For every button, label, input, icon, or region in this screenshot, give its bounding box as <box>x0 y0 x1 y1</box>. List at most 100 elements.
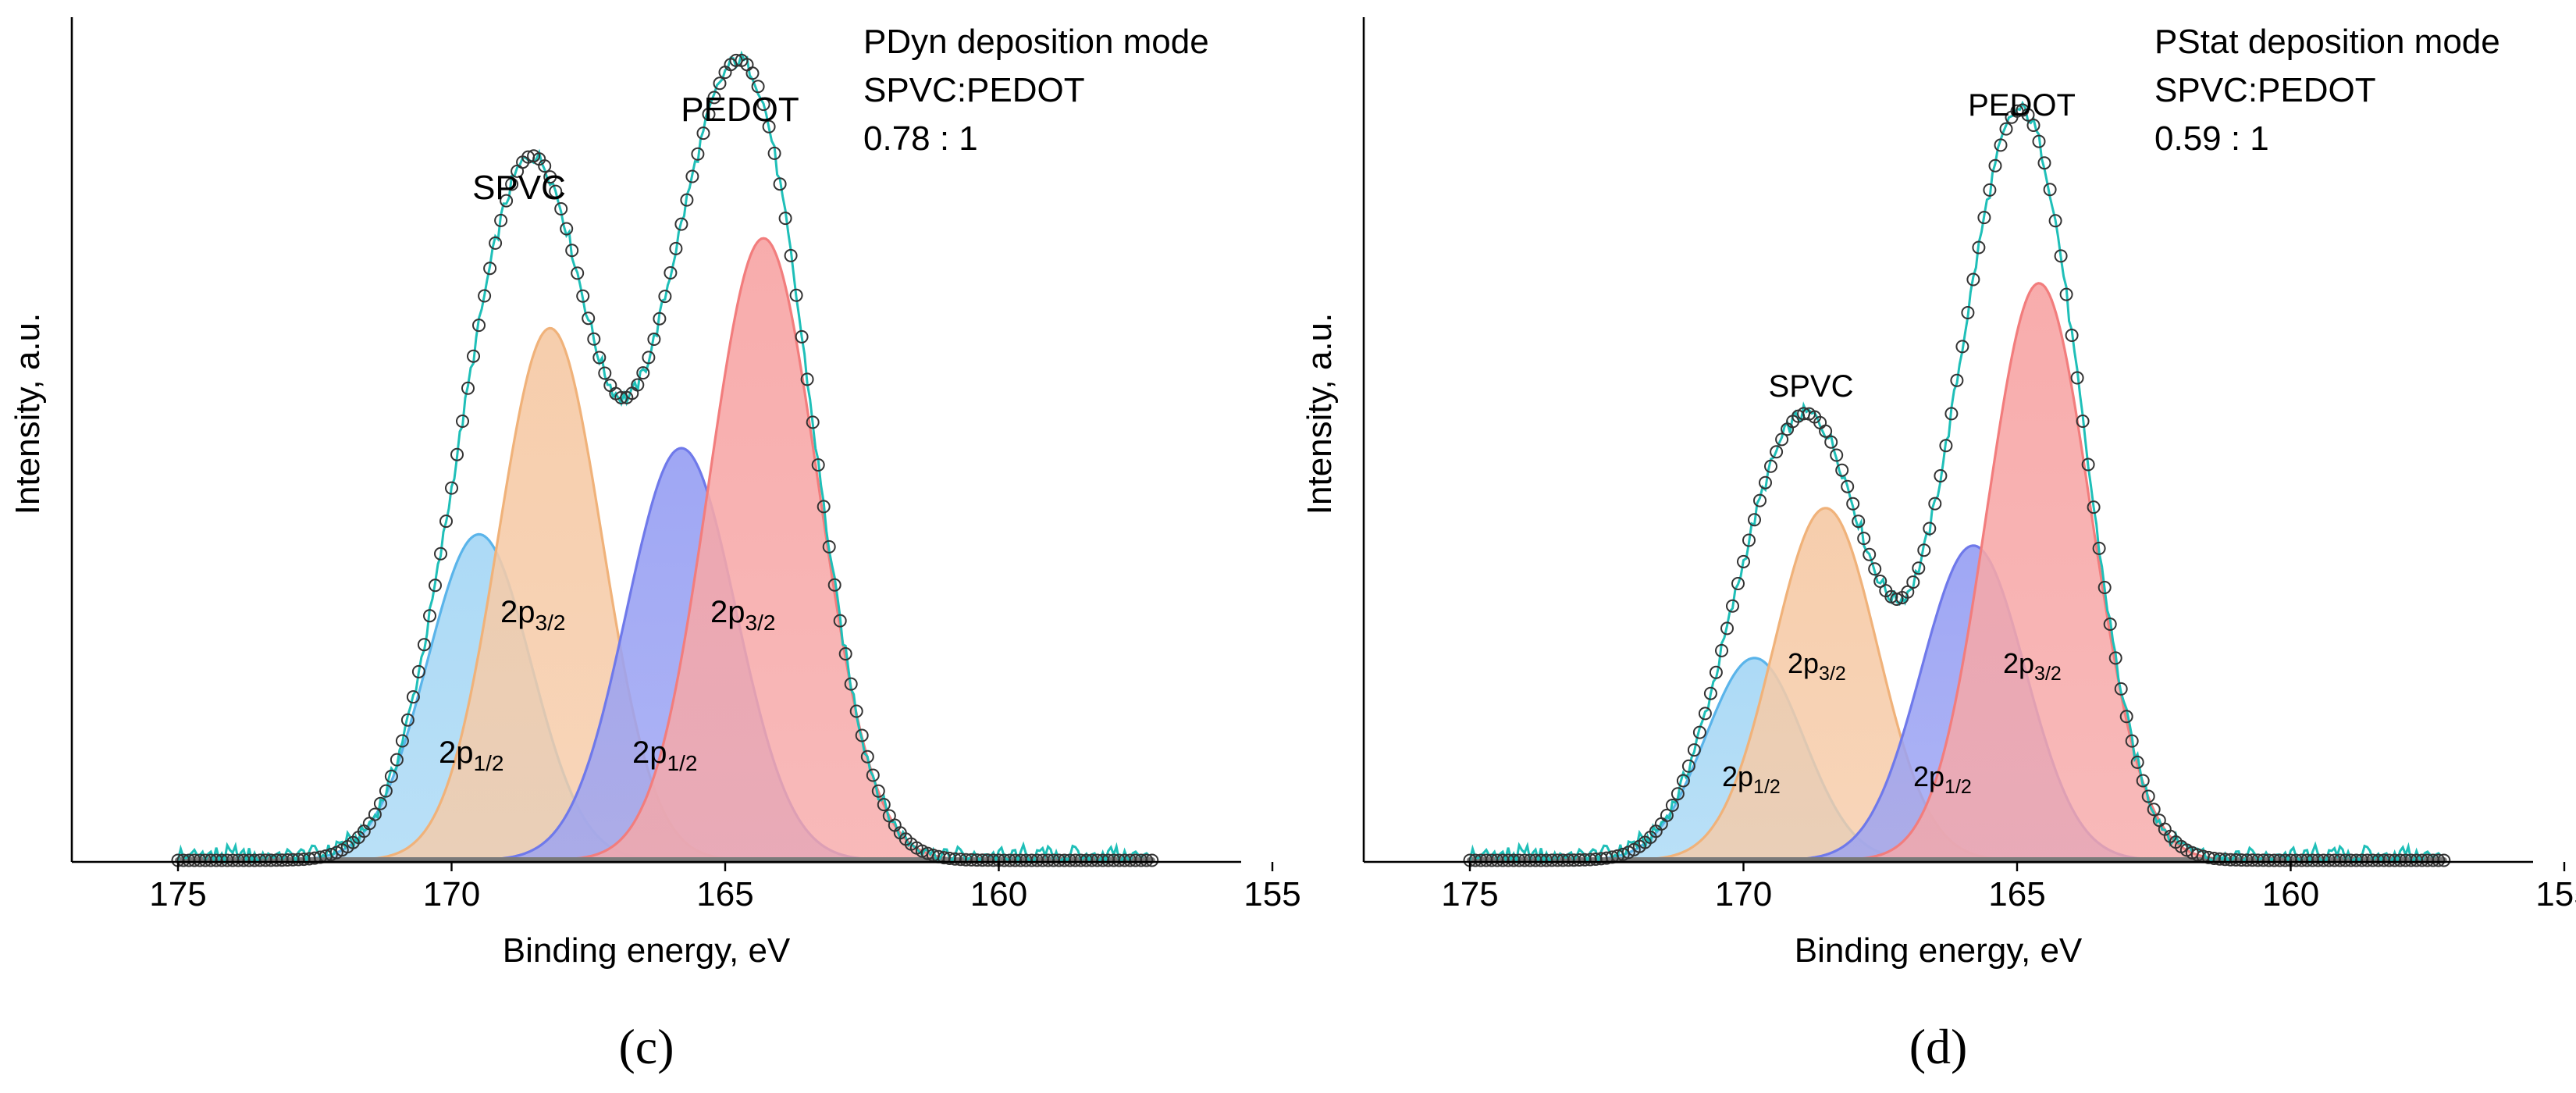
panel-d-mode-text: PStat deposition mode <box>2154 23 2500 61</box>
panel-c-fit-point <box>560 222 574 236</box>
svg-text:2p3/2: 2p3/2 <box>2003 647 2062 685</box>
panel-d-fit-point <box>1994 138 2008 152</box>
panel-c-spvc-2p1-2-label: 2p1/2 <box>439 735 503 775</box>
panel-d-pedot-label: PEDOT <box>1968 88 2076 123</box>
panel-c-fit-point <box>658 290 672 304</box>
panel-c-fit-point <box>669 241 683 255</box>
panel-d-pedot-2p3-2-peak <box>1799 282 2279 862</box>
panel-d-fit-point <box>1999 122 2013 136</box>
panel-d-fit-point <box>2108 651 2122 665</box>
panel-c-fit-point <box>767 146 781 160</box>
panel-c-fit-point <box>576 289 590 303</box>
panel-d-fit-point <box>2070 371 2084 385</box>
panel-d-fit-point <box>2114 682 2128 696</box>
panel-d-fit-point <box>2147 803 2161 817</box>
panel-d-fit-point <box>1753 493 1767 507</box>
panel-c-ratio-value: 0.78 : 1 <box>863 119 978 158</box>
panel-c-fit-point <box>817 500 831 514</box>
panel-c-fit-point <box>871 784 885 798</box>
panel-d-marks <box>1463 103 2451 867</box>
panel-c-fit-point <box>423 609 436 623</box>
panel-d-fit-point <box>1692 725 1706 739</box>
panel-d-pedot-2p3-2-label: 2p3/2 <box>2003 647 2062 685</box>
panel-d-fit-point <box>1819 424 1833 438</box>
panel-d-fit-point <box>2136 774 2150 788</box>
panel-d-fit-point <box>1901 585 1915 599</box>
panel-c-fit-point <box>587 332 601 346</box>
panel-d-fit-point <box>1966 272 1980 287</box>
panel-d-fit-point <box>2032 134 2046 148</box>
panel-d-fit-point <box>2043 183 2057 197</box>
panel-d-curves <box>1467 100 2447 865</box>
panel-d-pedot-2p1-2-label: 2p1/2 <box>1913 760 1972 798</box>
panel-c-ticks: 175 170 165 160 155 <box>149 862 1301 913</box>
panel-c-fit-point <box>592 351 607 365</box>
panel-c-fit-point <box>445 481 458 495</box>
panel-c-pedot-2p3-2-label: 2p3/2 <box>710 595 775 635</box>
panel-c-y-axis-label: Intensity, a.u. <box>9 313 47 514</box>
panel-d-fit-point <box>1857 532 1871 546</box>
panel-c-fit-point <box>324 848 338 861</box>
panel-d-fit-point <box>1715 643 1728 657</box>
panel-d-fit-point <box>1731 577 1745 590</box>
panel-c-fit-point <box>773 177 787 191</box>
panel-c-fit-point <box>849 704 863 718</box>
panel-d-fit-point <box>1775 433 1789 447</box>
panel-c-fit-point <box>745 66 760 80</box>
panel-d-x-tick-label: 155 <box>2535 875 2576 913</box>
panel-d-fit-point <box>1852 514 1866 529</box>
svg-text:2p1/2: 2p1/2 <box>1913 760 1972 798</box>
panel-d-fit-point <box>1709 665 1723 679</box>
panel-c-fit-point <box>598 366 612 380</box>
panel-c-fit-point <box>822 539 836 554</box>
panel-d-fit-point <box>1917 543 1931 557</box>
panel-c-fit-point <box>811 458 825 472</box>
panel-c-fit-point <box>795 329 809 344</box>
panel-d-fit-point <box>1698 707 1712 721</box>
panel-d-x-tick-label: 175 <box>1441 875 1498 913</box>
panel-d-fit-point <box>1983 183 1997 197</box>
svg-text:2p3/2: 2p3/2 <box>1788 647 1846 685</box>
svg-text:2p1/2: 2p1/2 <box>632 735 697 775</box>
panel-c-fit-point <box>379 784 393 798</box>
panel-d-fit-point <box>1939 439 1953 453</box>
panel-d-y-axis-label: Intensity, a.u. <box>1300 313 1339 514</box>
svg-text:2p1/2: 2p1/2 <box>1722 760 1781 798</box>
panel-c-x-tick-label: 170 <box>423 875 480 913</box>
panel-d-fit-point <box>2087 500 2101 514</box>
panel-d-x-tick-label: 170 <box>1715 875 1772 913</box>
panel-c-fit-point <box>483 262 497 276</box>
panel-c: 175 170 165 160 155 Binding energy, eV Inten… <box>9 17 1301 1074</box>
panel-c-fit-point <box>789 288 803 302</box>
panel-c-fit-point <box>406 690 420 704</box>
panel-d-fit-point <box>1961 306 1975 319</box>
panel-c-fit-point <box>827 578 841 592</box>
panel-d-fit-point <box>1824 435 1838 449</box>
panel-d-fit-point <box>1977 211 1991 225</box>
panel-c-fit-point <box>653 312 667 326</box>
panel-c-mode-text: PDyn deposition mode <box>863 23 1209 61</box>
panel-d-fit-point <box>2081 457 2095 472</box>
panel-c-fit-point <box>554 202 568 215</box>
svg-text:2p3/2: 2p3/2 <box>710 595 775 635</box>
panel-c-fit-point <box>467 349 480 363</box>
panel-d-fit-point <box>2021 108 2035 122</box>
panel-c-fit-point <box>691 147 705 161</box>
panel-d-fit-point <box>1720 621 1734 636</box>
panel-d-label: (d) <box>1909 1019 1968 1074</box>
panel-c-fit-point <box>373 796 387 810</box>
panel-d-fit-point <box>1703 686 1717 700</box>
panel-c-pedot-label: PEDOT <box>681 91 799 129</box>
panel-d-fit-point <box>1616 847 1630 861</box>
panel-c-fit-point <box>806 415 820 429</box>
panel-d-fit-point <box>1906 575 1920 589</box>
panel-c-fit-point <box>450 447 464 461</box>
panel-c-fit-point <box>844 677 858 691</box>
panel-d-x-tick-label: 160 <box>2262 875 2319 913</box>
panel-d-fit-point <box>2026 119 2041 132</box>
panel-d-fit-point <box>1934 469 1948 482</box>
panel-c-fit-point <box>390 753 404 767</box>
panel-d-fit-point <box>1950 373 1964 387</box>
panel-c-fit-point <box>855 728 869 742</box>
